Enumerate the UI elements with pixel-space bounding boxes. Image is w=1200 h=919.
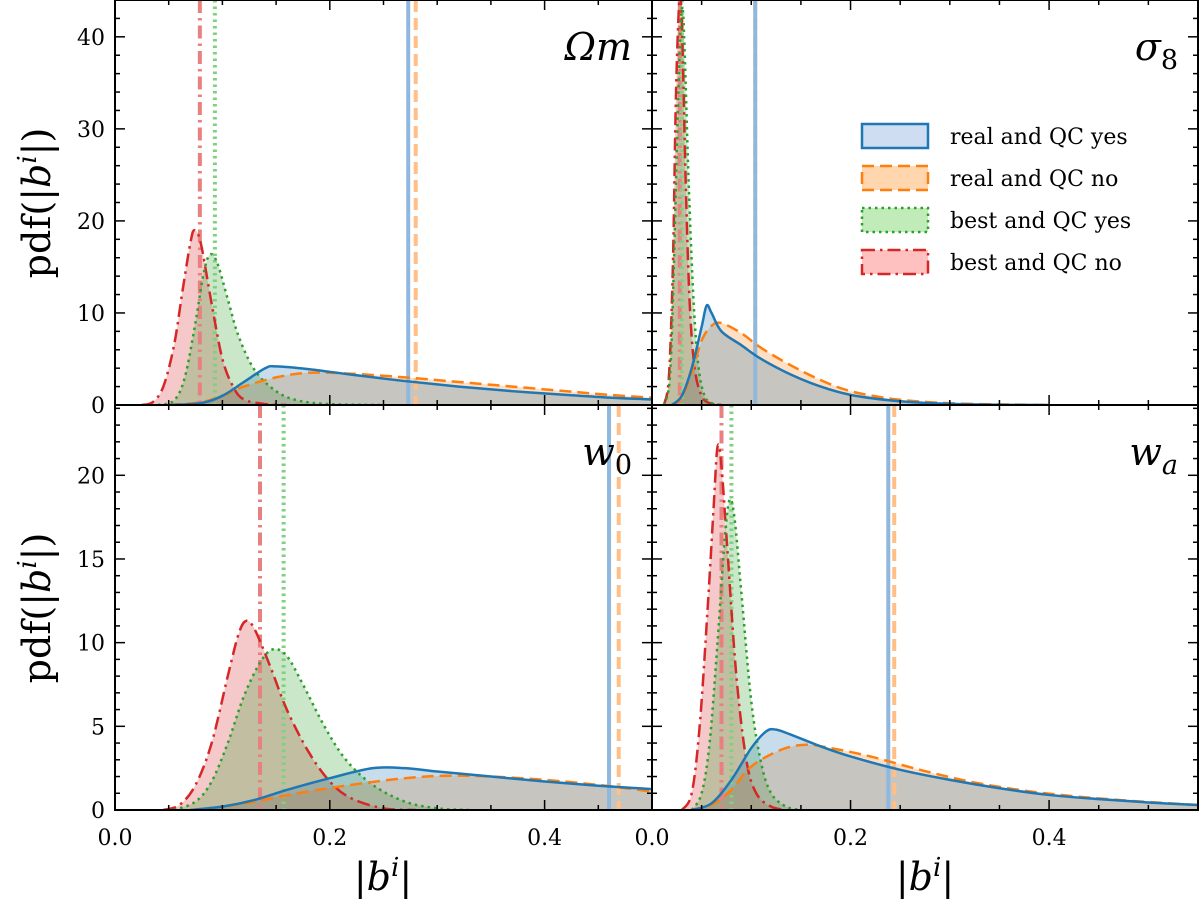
area-best-qc-no bbox=[163, 620, 416, 810]
curve-best-qc-no bbox=[141, 228, 287, 405]
x-tick-label: 0.2 bbox=[312, 826, 347, 851]
y-tick-label: 15 bbox=[77, 548, 105, 573]
curve-best-qc-yes bbox=[690, 497, 802, 810]
area-best-qc-yes bbox=[691, 499, 801, 810]
axis-title: pdf(|bi|) bbox=[13, 533, 59, 684]
area-best-qc-yes bbox=[174, 649, 470, 810]
y-tick-label: 5 bbox=[91, 715, 105, 740]
curve-best-qc-no bbox=[680, 443, 787, 810]
axes-frame bbox=[651, 404, 1199, 811]
y-tick-label: 10 bbox=[77, 632, 105, 657]
legend-label: best and QC no bbox=[950, 251, 1122, 276]
area-best-qc-no bbox=[663, 0, 722, 405]
plot-area bbox=[141, 0, 652, 405]
panel-label: wa bbox=[1129, 430, 1178, 481]
legend-item-real-qc-no: real and QC no bbox=[860, 164, 1118, 192]
legend-label: real and QC yes bbox=[950, 125, 1128, 150]
plot-area bbox=[662, 0, 1050, 405]
curve-real-qc-yes bbox=[691, 727, 1198, 810]
panel-label: Ωm bbox=[563, 25, 632, 69]
legend: real and QC yes real and QC no best and QC… bbox=[860, 122, 1131, 276]
x-tick-label: 0.0 bbox=[635, 826, 670, 851]
axes-frame bbox=[114, 404, 653, 811]
axis-titles: pdf(|bi|) pdf(|bi|) |bi| |bi| bbox=[13, 128, 954, 899]
legend-label: best and QC yes bbox=[950, 209, 1131, 234]
panel-label: σ8 bbox=[1135, 25, 1178, 76]
area-real-qc-no bbox=[691, 744, 1198, 810]
area-best-qc-yes bbox=[157, 254, 384, 405]
area-real-qc-no bbox=[190, 775, 652, 810]
x-tick-label: 0.4 bbox=[527, 826, 562, 851]
area-real-qc-yes bbox=[190, 767, 652, 810]
panel-label: w0 bbox=[582, 430, 632, 481]
legend-label: real and QC no bbox=[950, 167, 1118, 192]
legend-item-best-qc-yes: best and QC yes bbox=[860, 206, 1131, 234]
curve-real-qc-yes bbox=[168, 364, 652, 405]
curve-best-qc-yes bbox=[173, 647, 470, 810]
area-real-qc-yes bbox=[691, 729, 1198, 810]
panel-sigma-8: σ8 bbox=[651, 0, 1199, 406]
curve-real-qc-yes bbox=[190, 766, 652, 810]
area-best-qc-no bbox=[681, 444, 787, 810]
curve-best-qc-yes bbox=[662, 5, 722, 405]
axis-title: |bi| bbox=[354, 853, 412, 899]
area-real-qc-no bbox=[671, 322, 1050, 405]
curve-best-qc-yes bbox=[157, 252, 384, 405]
curve-real-qc-yes bbox=[671, 303, 1050, 405]
curve-best-qc-no bbox=[162, 619, 416, 810]
y-tick-label: 20 bbox=[77, 210, 105, 235]
y-tick-label: 30 bbox=[77, 118, 105, 143]
axis-title: pdf(|bi|) bbox=[13, 128, 59, 279]
y-tick-label: 0 bbox=[91, 799, 105, 824]
plot-area bbox=[162, 405, 652, 810]
legend-item-best-qc-no: best and QC no bbox=[860, 248, 1122, 276]
panel-wa: 0.0 0.2 0.4 wa bbox=[635, 404, 1199, 851]
y-tick-label: 10 bbox=[77, 302, 105, 327]
area-real-qc-yes bbox=[168, 366, 652, 405]
y-tick-label: 20 bbox=[77, 464, 105, 489]
area-real-qc-yes bbox=[671, 305, 1050, 405]
axis-title: |bi| bbox=[896, 853, 954, 899]
legend-swatch bbox=[860, 122, 930, 150]
y-tick-label: 0 bbox=[91, 394, 105, 419]
plot-area bbox=[680, 405, 1198, 810]
area-best-qc-no bbox=[141, 230, 287, 405]
legend-swatch bbox=[860, 248, 930, 276]
x-tick-label: 0.2 bbox=[833, 826, 868, 851]
legend-swatch bbox=[860, 164, 930, 192]
legend-swatch bbox=[860, 206, 930, 234]
panel-w0: 0.0 0.2 0.4 0 5 10 15 20 w0 bbox=[77, 404, 653, 851]
x-tick-label: 0.4 bbox=[1032, 826, 1067, 851]
y-tick-label: 40 bbox=[77, 26, 105, 51]
panel-omega-m: 0 10 20 30 40 Ωm bbox=[77, 0, 653, 419]
x-tick-label: 0.0 bbox=[98, 826, 133, 851]
curve-real-qc-no bbox=[671, 321, 1050, 405]
legend-item-real-qc-yes: real and QC yes bbox=[860, 122, 1128, 150]
